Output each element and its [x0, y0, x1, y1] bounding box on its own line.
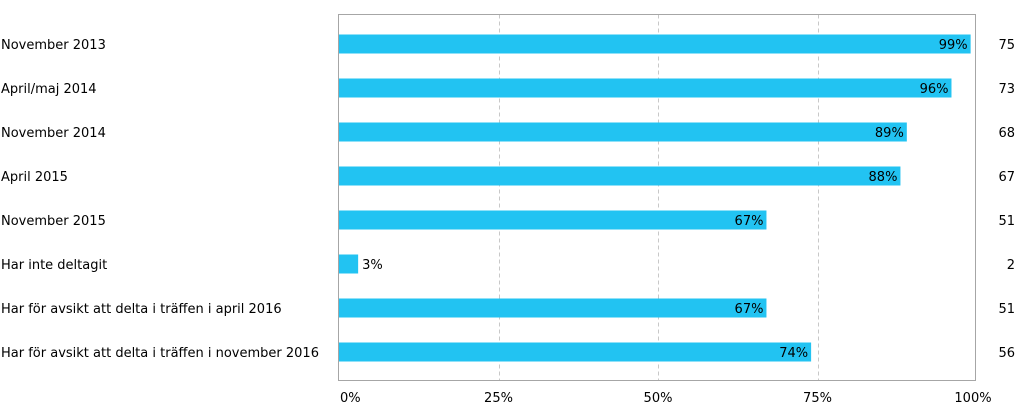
x-tick-label: 100%: [954, 391, 991, 405]
count-label: 67: [998, 170, 1015, 185]
x-tick-label: 0%: [340, 391, 361, 405]
data-label: 3%: [362, 258, 383, 273]
grid-layer: [499, 14, 819, 381]
category-label: April/maj 2014: [1, 82, 97, 97]
count-label: 2: [1007, 258, 1015, 273]
category-label: Har för avsikt att delta i träffen i nov…: [1, 346, 319, 361]
bar: [339, 78, 952, 98]
category-label: Har för avsikt att delta i träffen i apr…: [1, 302, 282, 317]
category-label: Har inte deltagit: [1, 258, 107, 273]
bar: [339, 122, 907, 142]
bar-layer: [339, 34, 971, 362]
count-label: 51: [998, 302, 1015, 317]
category-label: November 2013: [1, 38, 106, 53]
x-tick-label: 50%: [644, 391, 673, 405]
count-label: 51: [998, 214, 1015, 229]
bar: [339, 298, 767, 318]
data-label: 88%: [869, 170, 898, 185]
bar: [339, 342, 812, 362]
bar: [339, 210, 767, 230]
data-label: 74%: [779, 346, 808, 361]
count-label: 73: [998, 82, 1015, 97]
category-label: November 2015: [1, 214, 106, 229]
bar: [339, 254, 359, 274]
bar: [339, 34, 971, 54]
count-label: 68: [998, 126, 1015, 141]
bar: [339, 166, 901, 186]
data-label: 67%: [735, 214, 764, 229]
data-label: 89%: [875, 126, 904, 141]
category-label: April 2015: [1, 170, 68, 185]
data-label: 67%: [735, 302, 764, 317]
category-label: November 2014: [1, 126, 106, 141]
data-label: 99%: [939, 38, 968, 53]
label-layer: November 2013 99% 75 April/maj 2014 96% 73 Nov…: [1, 38, 1015, 405]
plot-frame: [338, 14, 976, 381]
x-tick-label: 25%: [484, 391, 513, 405]
x-tick-label: 75%: [803, 391, 832, 405]
count-label: 75: [998, 38, 1015, 53]
count-label: 56: [998, 346, 1015, 361]
data-label: 96%: [920, 82, 949, 97]
